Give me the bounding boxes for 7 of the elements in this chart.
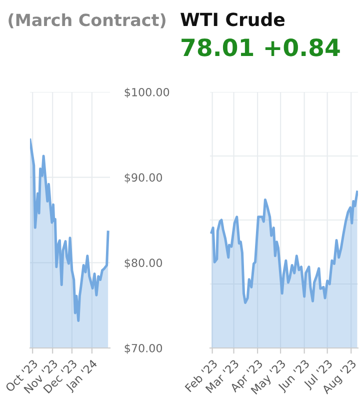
y-tick-label: $80.00 — [124, 258, 162, 269]
y-tick-label: $90.00 — [124, 173, 162, 184]
text: 78.01 +0.84 — [182, 38, 340, 56]
y-tick-label: $70.00 — [124, 344, 162, 354]
chart-title: (March Contract) — [8, 13, 166, 28]
chart-title: WTI Crude — [180, 12, 285, 26]
y-tick-label: $100.00 — [124, 88, 170, 98]
